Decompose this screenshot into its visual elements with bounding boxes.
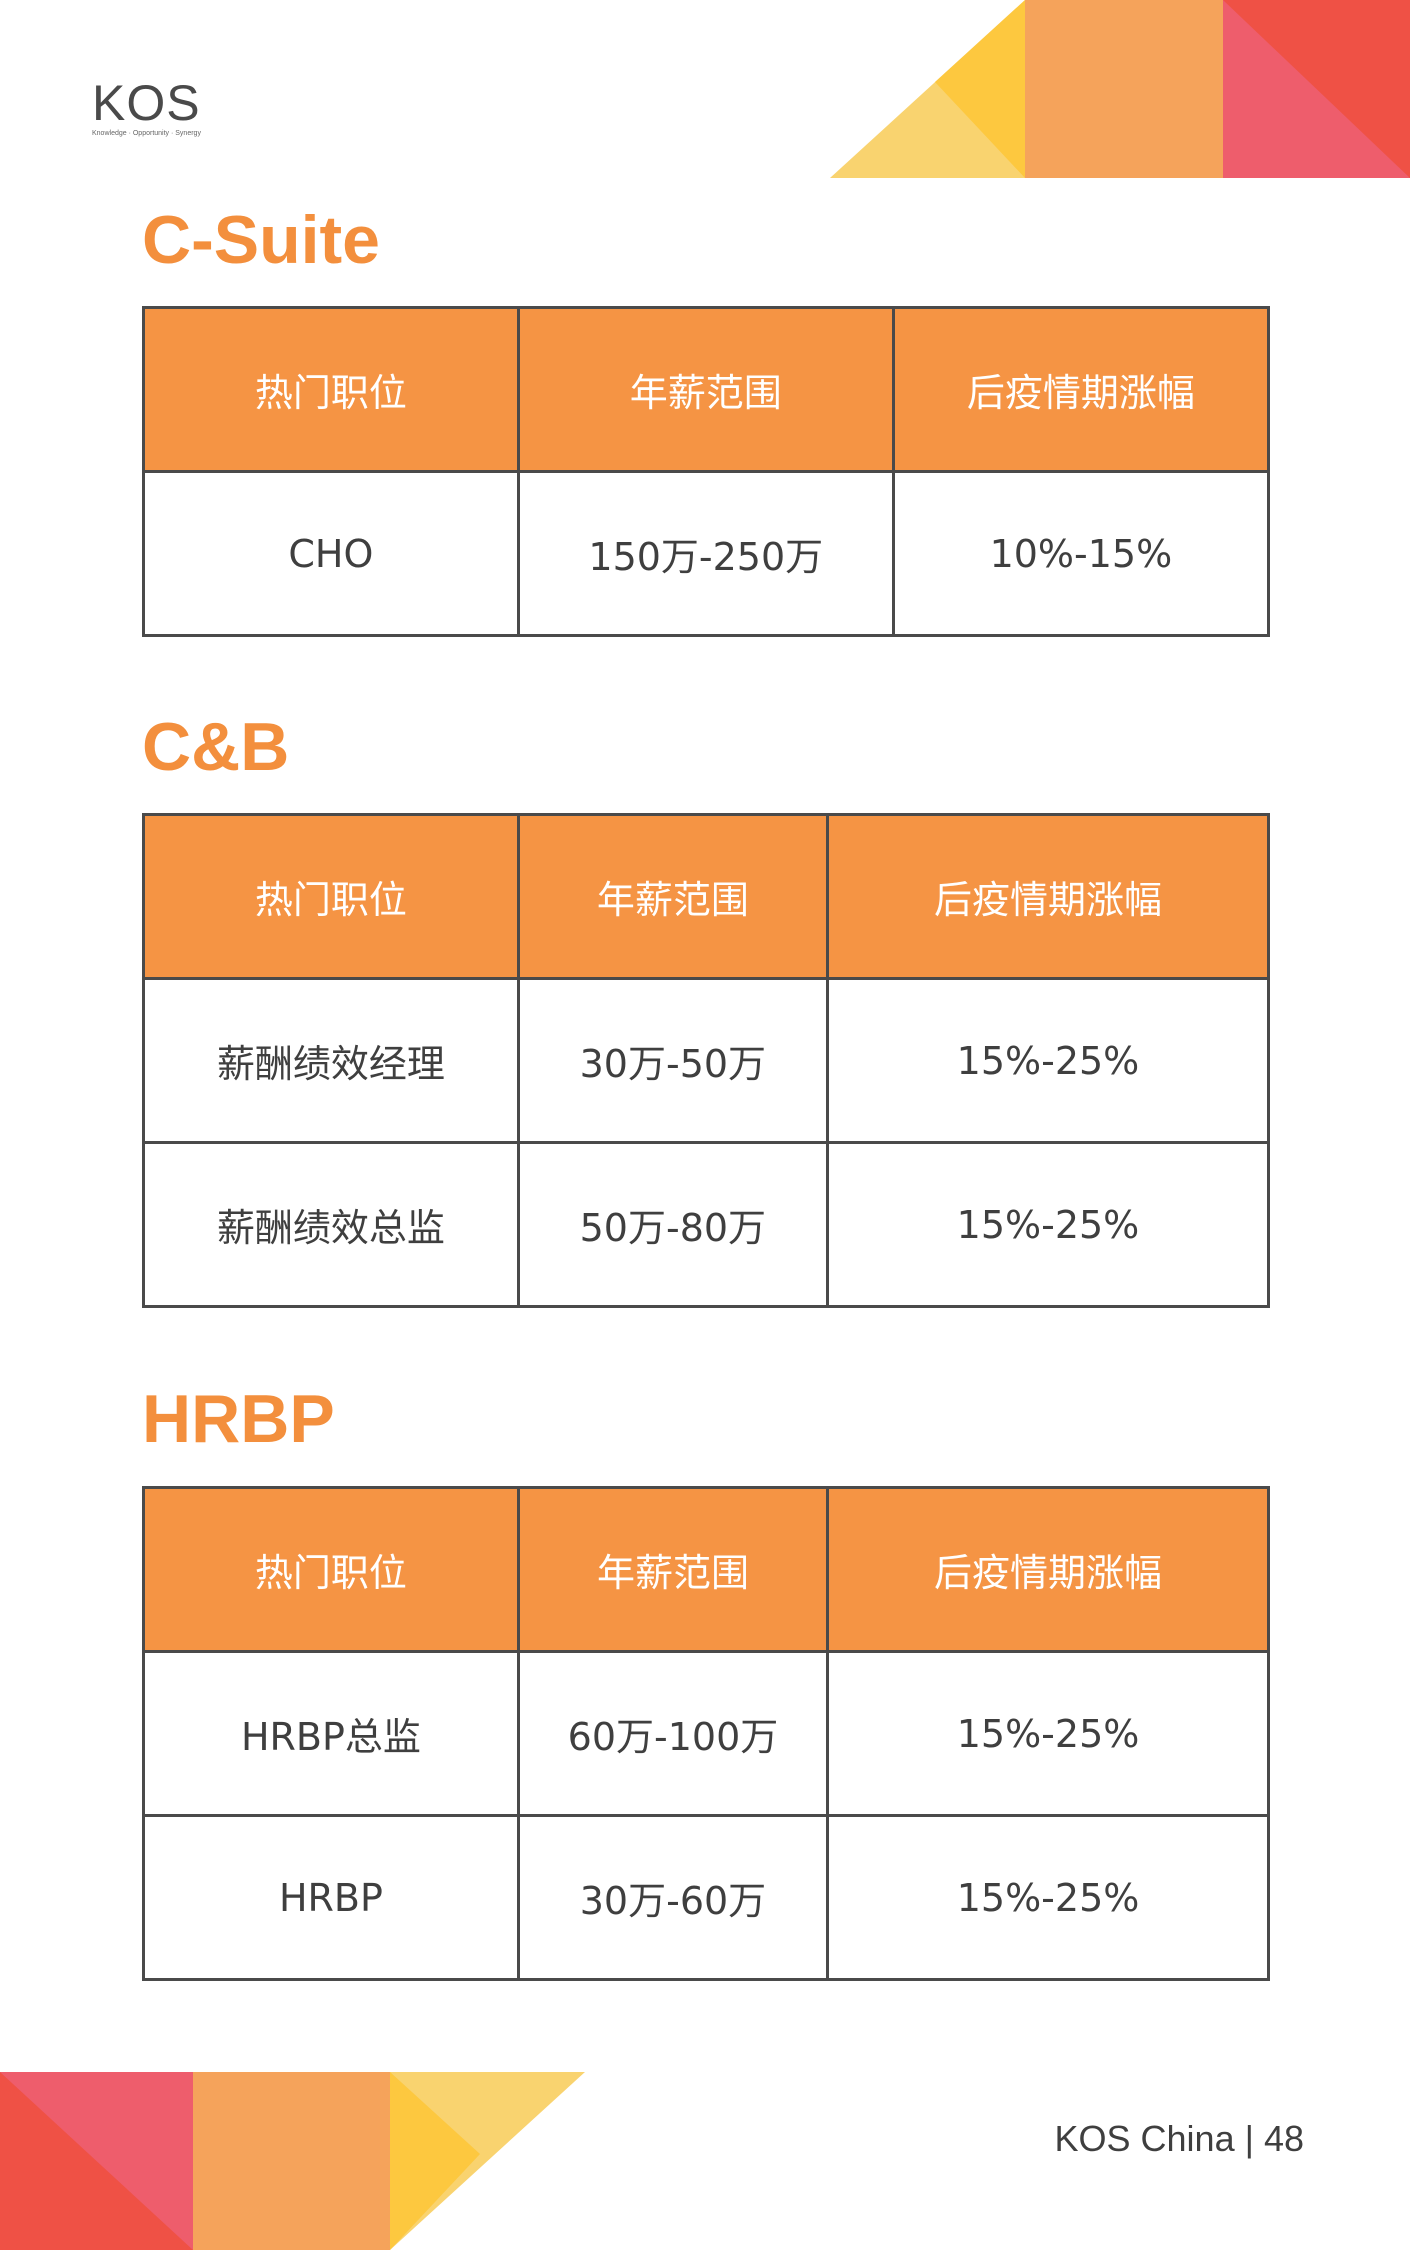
cell-salary-range: 60万-100万 [516, 1650, 830, 1817]
logo-wordmark: KOS [92, 75, 201, 131]
header-salary-range: 年薪范围 [516, 1486, 830, 1653]
table-hrbp: 热门职位 年薪范围 后疫情期涨幅 HRBP总监 60万-100万 15%-25%… [142, 1486, 1270, 1981]
header-raise: 后疫情期涨幅 [826, 1486, 1270, 1653]
cell-raise: 15%-25% [825, 1141, 1271, 1308]
cell-raise: 10%-15% [891, 470, 1271, 637]
section-title-c-suite: C-Suite [142, 202, 380, 278]
table-header-row: 热门职位 年薪范围 后疫情期涨幅 [142, 306, 1271, 473]
table-header-row: 热门职位 年薪范围 后疫情期涨幅 [142, 813, 1271, 980]
header-salary-range: 年薪范围 [516, 306, 895, 473]
top-right-decoration [830, 0, 1410, 178]
cell-position: 薪酬绩效总监 [142, 1141, 520, 1308]
header-position: 热门职位 [142, 1486, 520, 1653]
header-raise: 后疫情期涨幅 [825, 813, 1271, 980]
header-raise: 后疫情期涨幅 [891, 306, 1271, 473]
section-title-c-and-b: C&B [142, 709, 290, 785]
header-salary-range: 年薪范围 [516, 813, 829, 980]
cell-salary-range: 150万-250万 [516, 470, 895, 637]
table-header-row: 热门职位 年薪范围 后疫情期涨幅 [142, 1486, 1270, 1653]
cell-position: CHO [142, 470, 520, 637]
kos-logo: KOS Knowledge · Opportunity · Synergy [92, 78, 232, 138]
cell-salary-range: 30万-50万 [516, 977, 829, 1144]
cell-position: 薪酬绩效经理 [142, 977, 520, 1144]
logo-tagline: Knowledge · Opportunity · Synergy [92, 130, 201, 137]
header-position: 热门职位 [142, 813, 520, 980]
table-row: 薪酬绩效经理 30万-50万 15%-25% [142, 977, 1271, 1144]
cell-raise: 15%-25% [826, 1814, 1270, 1981]
cell-raise: 15%-25% [825, 977, 1271, 1144]
cell-position: HRBP [142, 1814, 520, 1981]
table-c-suite: 热门职位 年薪范围 后疫情期涨幅 CHO 150万-250万 10%-15% [142, 306, 1271, 637]
cell-salary-range: 30万-60万 [516, 1814, 830, 1981]
cell-raise: 15%-25% [826, 1650, 1270, 1817]
page-footer: KOS China | 48 [1054, 2118, 1305, 2159]
table-row: CHO 150万-250万 10%-15% [142, 470, 1271, 637]
cell-salary-range: 50万-80万 [516, 1141, 829, 1308]
table-row: HRBP 30万-60万 15%-25% [142, 1814, 1270, 1981]
cell-position: HRBP总监 [142, 1650, 520, 1817]
table-row: HRBP总监 60万-100万 15%-25% [142, 1650, 1270, 1817]
table-row: 薪酬绩效总监 50万-80万 15%-25% [142, 1141, 1271, 1308]
header-position: 热门职位 [142, 306, 520, 473]
table-c-and-b: 热门职位 年薪范围 后疫情期涨幅 薪酬绩效经理 30万-50万 15%-25% … [142, 813, 1271, 1308]
bottom-left-decoration [0, 2072, 585, 2250]
section-title-hrbp: HRBP [142, 1381, 335, 1457]
